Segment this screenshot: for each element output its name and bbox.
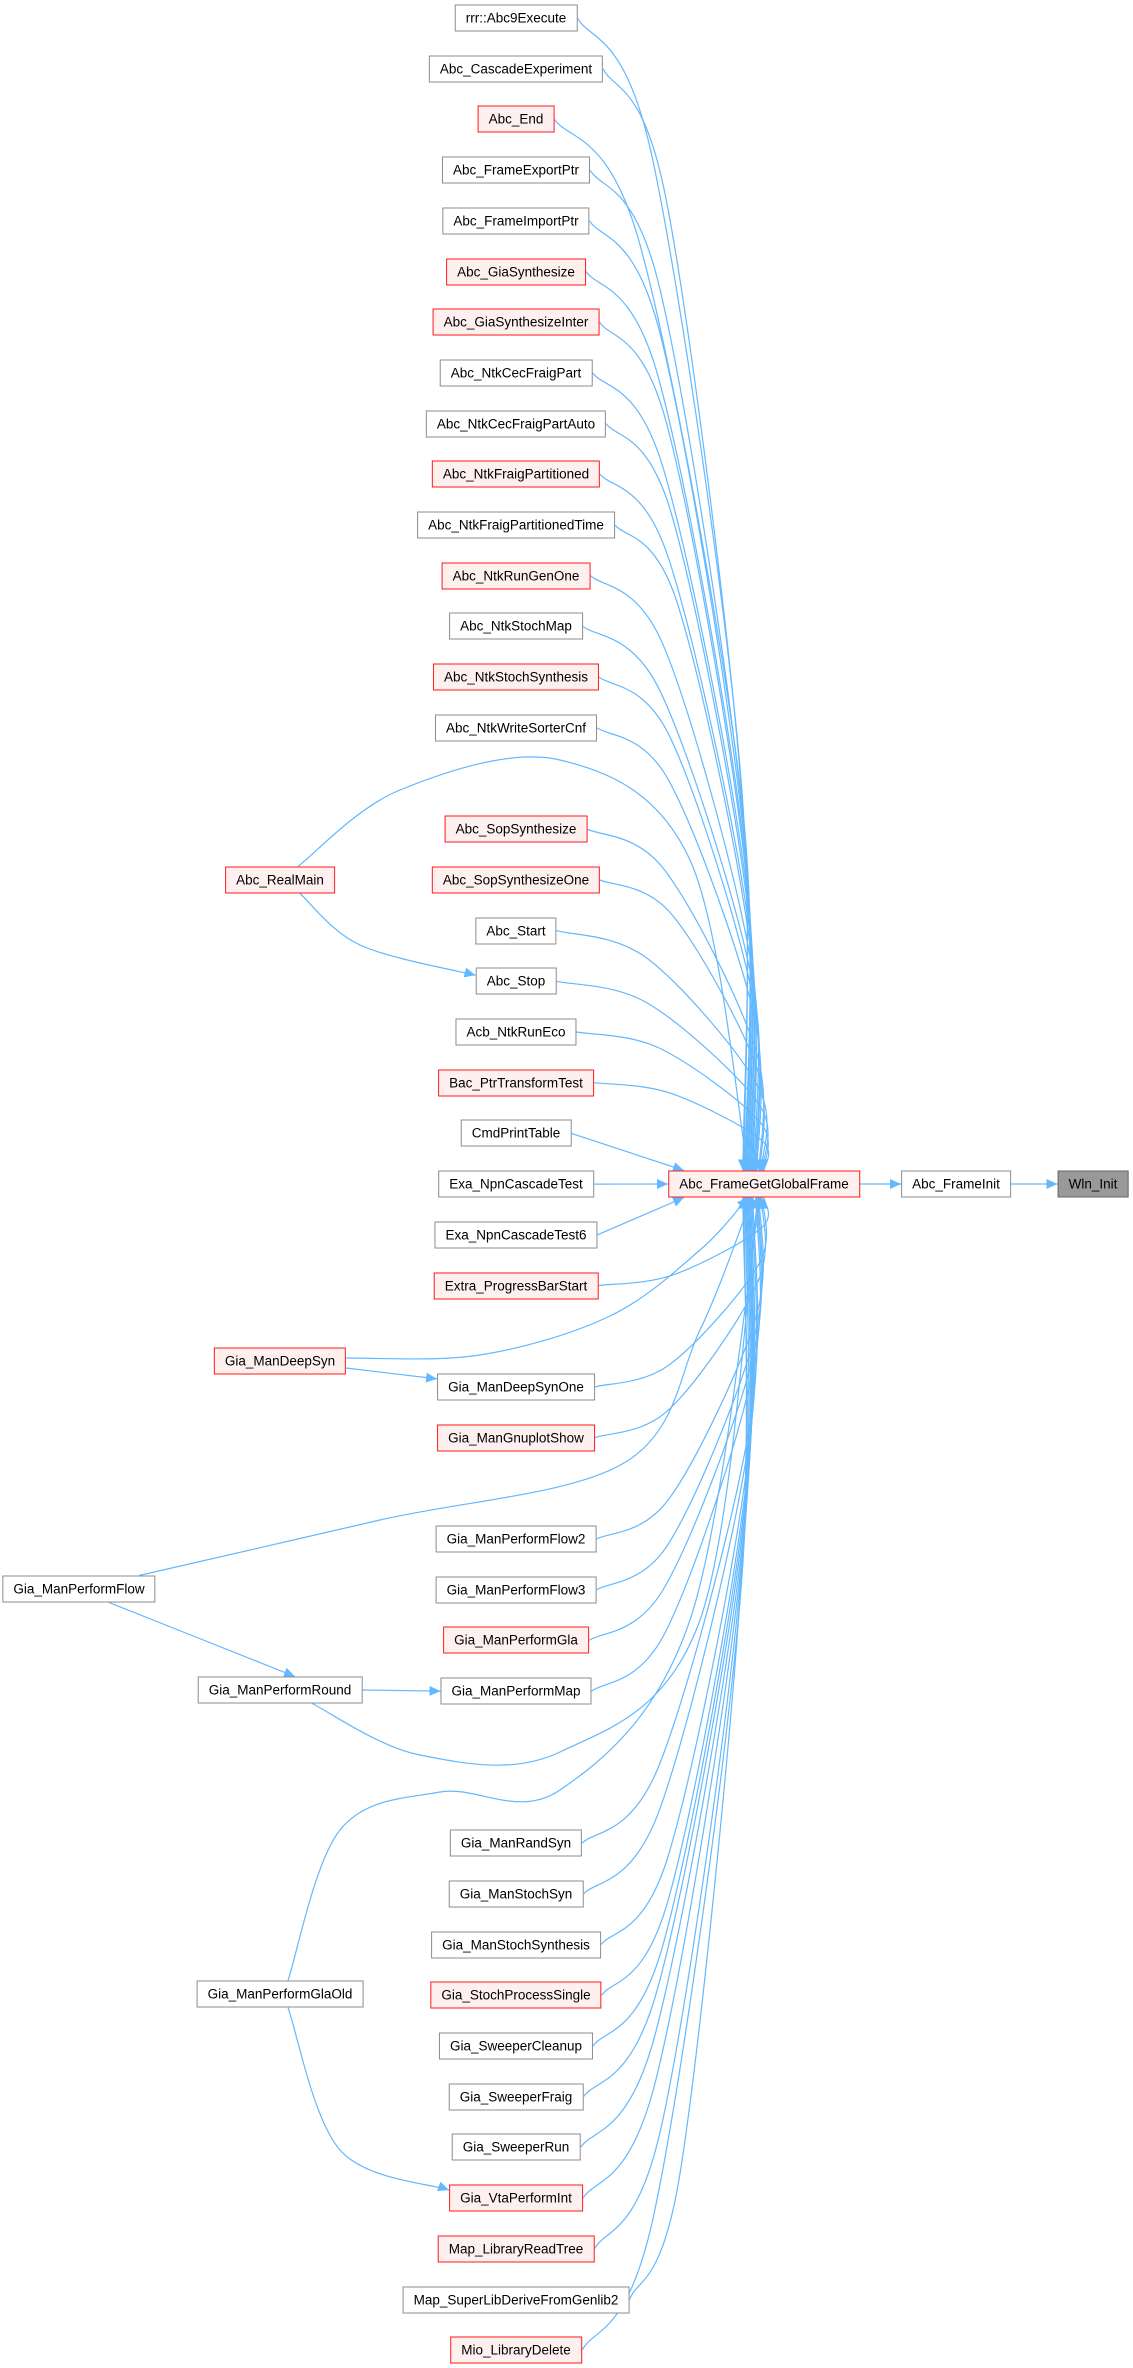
- graph-node[interactable]: Gia_ManRandSyn: [449, 1829, 583, 1857]
- call-edge-Abc_CascadeExperiment-to-Abc_FrameGetGlobalFrame: [602, 68, 749, 1171]
- call-edge-Gia_ManDeepSynOne-to-Abc_FrameGetGlobalFrame: [594, 1197, 768, 1388]
- call-edge-Gia_ManRandSyn-to-Abc_FrameGetGlobalFrame: [581, 1197, 759, 1844]
- call-edge-Abc_FrameExportPtr-to-Abc_FrameGetGlobalFrame: [589, 169, 751, 1171]
- graph-node[interactable]: Gia_ManPerformRound: [197, 1676, 363, 1704]
- graph-node[interactable]: rrr::Abc9Execute: [454, 4, 578, 32]
- graph-node[interactable]: Abc_FrameGetGlobalFrame: [668, 1170, 860, 1198]
- graph-node[interactable]: Gia_ManPerformGlaOld: [196, 1980, 364, 2008]
- graph-node[interactable]: Gia_ManStochSyn: [448, 1880, 584, 1908]
- call-edge-Bac_PtrTransformTest-to-Abc_FrameGetGlobalFrame: [593, 1082, 770, 1171]
- call-edge-Gia_VtaPerformInt-to-Abc_FrameGetGlobalFrame: [582, 1197, 751, 2199]
- call-edge-Gia_ManPerformFlow-to-Gia_ManPerformRound: [108, 1601, 296, 1678]
- graph-node[interactable]: Abc_GiaSynthesize: [446, 258, 586, 285]
- call-edge-Exa_NpnCascadeTest6-to-Abc_FrameGetGlobalFrame: [597, 1196, 685, 1236]
- call-edge-Abc_NtkFraigPartitionedTime-to-Abc_FrameGetGlobalFrame: [614, 524, 758, 1171]
- call-edge-Abc_NtkStochMap-to-Abc_FrameGetGlobalFrame: [582, 625, 761, 1171]
- graph-node[interactable]: Abc_NtkFraigPartitionedTime: [417, 511, 615, 539]
- call-edge-Gia_ManPerformRound-to-Abc_FrameGetGlobalFrame: [311, 1197, 762, 1766]
- graph-node[interactable]: Abc_SopSynthesizeOne: [431, 866, 601, 894]
- graph-node[interactable]: Abc_End: [477, 105, 555, 133]
- graph-node[interactable]: Gia_ManPerformFlow3: [435, 1576, 597, 1604]
- graph-node[interactable]: Gia_ManStochSynthesis: [431, 1931, 601, 1959]
- graph-node[interactable]: Gia_ManPerformGla: [443, 1626, 589, 1654]
- call-edge-Gia_ManStochSynthesis-to-Abc_FrameGetGlobalFrame: [600, 1197, 756, 1945]
- graph-node[interactable]: Gia_VtaPerformInt: [449, 2184, 583, 2212]
- graph-node[interactable]: Gia_ManPerformFlow2: [435, 1525, 597, 1553]
- graph-node[interactable]: Bac_PtrTransformTest: [438, 1069, 594, 1097]
- call-edge-Abc_RealMain-to-Abc_Stop: [299, 893, 476, 978]
- call-edge-Gia_SweeperFraig-to-Abc_FrameGetGlobalFrame: [583, 1197, 754, 2098]
- graph-node[interactable]: Abc_NtkWriteSorterCnf: [434, 714, 598, 742]
- graph-node[interactable]: Abc_NtkStochSynthesis: [432, 663, 600, 691]
- graph-node[interactable]: Map_LibraryReadTree: [437, 2235, 595, 2263]
- graph-node[interactable]: Abc_Stop: [475, 967, 557, 995]
- graph-node[interactable]: Gia_ManPerformMap: [440, 1677, 592, 1705]
- call-edge-CmdPrintTable-to-Abc_FrameGetGlobalFrame: [571, 1132, 685, 1172]
- graph-node: Wln_Init: [1057, 1170, 1129, 1198]
- call-edge-Gia_ManPerformFlow3-to-Abc_FrameGetGlobalFrame: [596, 1197, 763, 1591]
- graph-node[interactable]: Gia_SweeperCleanup: [438, 2032, 594, 2060]
- graph-node[interactable]: Acb_NtkRunEco: [455, 1018, 577, 1046]
- call-edge-Abc_NtkStochSynthesis-to-Abc_FrameGetGlobalFrame: [598, 676, 761, 1171]
- graph-node[interactable]: CmdPrintTable: [460, 1119, 572, 1147]
- call-edge-Gia_ManPerformGlaOld-to-Abc_FrameGetGlobalFrame: [287, 1197, 764, 1981]
- call-edge-Extra_ProgressBarStart-to-Abc_FrameGetGlobalFrame: [598, 1197, 770, 1287]
- call-edge-Abc_Start-to-Abc_FrameGetGlobalFrame: [556, 930, 768, 1171]
- graph-node[interactable]: Abc_FrameInit: [901, 1170, 1011, 1198]
- graph-node[interactable]: Gia_SweeperRun: [451, 2133, 581, 2161]
- graph-node[interactable]: Exa_NpnCascadeTest6: [434, 1221, 598, 1249]
- call-edge-Gia_ManPerformGla-to-Abc_FrameGetGlobalFrame: [588, 1197, 763, 1641]
- call-edge-Abc_NtkCecFraigPartAuto-to-Abc_FrameGetGlobalFrame: [605, 423, 756, 1171]
- graph-node[interactable]: Abc_FrameExportPtr: [441, 156, 591, 184]
- graph-node[interactable]: Mio_LibraryDelete: [450, 2336, 582, 2364]
- graph-node[interactable]: Gia_ManDeepSynOne: [437, 1373, 595, 1401]
- call-edge-Gia_ManPerformMap-to-Abc_FrameGetGlobalFrame: [591, 1197, 762, 1692]
- call-edge-Map_LibraryReadTree-to-Abc_FrameGetGlobalFrame: [593, 1197, 750, 2250]
- graph-node[interactable]: Abc_FrameImportPtr: [442, 207, 590, 235]
- graph-node[interactable]: Abc_SopSynthesize: [444, 815, 588, 843]
- call-edge-Gia_SweeperCleanup-to-Abc_FrameGetGlobalFrame: [592, 1197, 754, 2047]
- call-edge-Abc_NtkFraigPartitioned-to-Abc_FrameGetGlobalFrame: [599, 473, 757, 1171]
- call-edge-Abc_RealMain-to-Abc_FrameGetGlobalFrame: [297, 756, 751, 1171]
- call-edge-Gia_ManGnuplotShow-to-Abc_FrameGetGlobalFrame: [594, 1197, 767, 1439]
- call-edge-Gia_ManPerformFlow-to-Abc_FrameGetGlobalFrame: [138, 1197, 753, 1577]
- graph-node[interactable]: Gia_ManGnuplotShow: [437, 1424, 595, 1452]
- graph-node[interactable]: Gia_SweeperFraig: [448, 2083, 584, 2111]
- graph-node[interactable]: Gia_ManDeepSyn: [213, 1347, 347, 1375]
- graph-node[interactable]: Abc_NtkCecFraigPartAuto: [425, 410, 607, 438]
- call-edge-Abc_NtkRunGenOne-to-Abc_FrameGetGlobalFrame: [590, 575, 759, 1171]
- graph-node[interactable]: Abc_GiaSynthesizeInter: [432, 308, 600, 336]
- call-edge-Mio_LibraryDelete-to-Abc_FrameGetGlobalFrame: [581, 1197, 748, 2351]
- graph-node[interactable]: Gia_ManPerformFlow: [2, 1575, 156, 1603]
- graph-node[interactable]: Abc_CascadeExperiment: [428, 55, 604, 83]
- call-edge-Abc_SopSynthesize-to-Abc_FrameGetGlobalFrame: [587, 828, 765, 1171]
- graph-node[interactable]: Map_SuperLibDeriveFromGenlib2: [402, 2286, 630, 2313]
- call-edge-Gia_ManPerformFlow2-to-Abc_FrameGetGlobalFrame: [596, 1197, 764, 1540]
- graph-node[interactable]: Exa_NpnCascadeTest: [438, 1170, 594, 1198]
- call-edge-Abc_FrameImportPtr-to-Abc_FrameGetGlobalFrame: [588, 220, 752, 1171]
- graph-node[interactable]: Extra_ProgressBarStart: [433, 1272, 599, 1299]
- call-edge-Gia_ManDeepSyn-to-Gia_ManDeepSynOne: [345, 1367, 438, 1383]
- call-edge-Abc_SopSynthesizeOne-to-Abc_FrameGetGlobalFrame: [599, 879, 765, 1171]
- call-edge-Gia_ManDeepSyn-to-Abc_FrameGetGlobalFrame: [345, 1197, 749, 1360]
- call-edge-Abc_GiaSynthesizeInter-to-Abc_FrameGetGlobalFrame: [598, 321, 754, 1171]
- call-edge-Gia_StochProcessSingle-to-Abc_FrameGetGlobalFrame: [601, 1197, 755, 1996]
- graph-node[interactable]: Abc_NtkFraigPartitioned: [431, 460, 601, 488]
- call-edge-Gia_ManStochSyn-to-Abc_FrameGetGlobalFrame: [583, 1197, 758, 1895]
- call-edge-Abc_NtkCecFraigPart-to-Abc_FrameGetGlobalFrame: [592, 372, 755, 1171]
- call-edge-Abc_GiaSynthesize-to-Abc_FrameGetGlobalFrame: [585, 271, 753, 1171]
- graph-node[interactable]: Abc_RealMain: [225, 866, 335, 894]
- call-edge-Abc_NtkWriteSorterCnf-to-Abc_FrameGetGlobalFrame: [596, 727, 762, 1171]
- call-edge-Acb_NtkRunEco-to-Abc_FrameGetGlobalFrame: [576, 1031, 769, 1171]
- call-edge-Gia_ManPerformGlaOld-to-Gia_VtaPerformInt: [287, 2007, 450, 2192]
- call-edge-Gia_ManPerformRound-to-Gia_ManPerformMap: [362, 1685, 441, 1696]
- call-edge-Gia_SweeperRun-to-Abc_FrameGetGlobalFrame: [579, 1197, 753, 2148]
- graph-node[interactable]: Abc_Start: [475, 917, 557, 945]
- graph-node[interactable]: Abc_NtkRunGenOne: [441, 562, 591, 590]
- graph-node[interactable]: Gia_StochProcessSingle: [430, 1981, 602, 2009]
- graph-node[interactable]: Abc_NtkCecFraigPart: [439, 359, 593, 387]
- graph-node[interactable]: Abc_NtkStochMap: [449, 612, 583, 640]
